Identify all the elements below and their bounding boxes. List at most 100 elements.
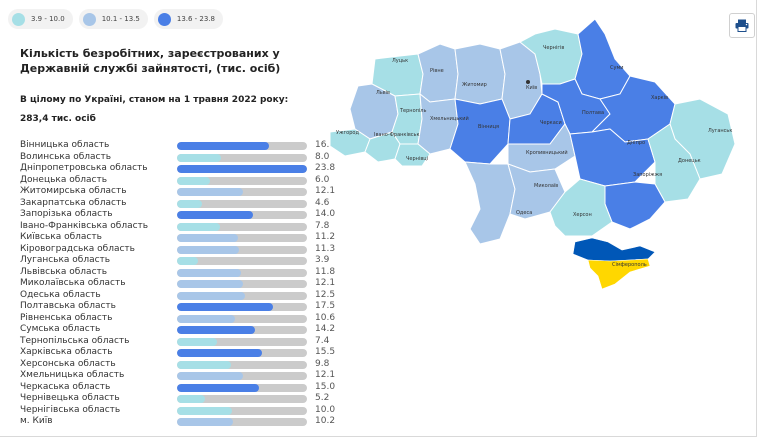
total-value: 283,4 тис. осіб	[20, 114, 96, 124]
region-row[interactable]: Івано-Франківська область 7.8	[20, 221, 329, 233]
bar-fill	[177, 245, 239, 254]
map-label-kherson: Херсон	[573, 212, 592, 218]
region-value: 12.1	[315, 370, 336, 380]
region-label: Закарпатська область	[20, 197, 127, 208]
bar-track	[177, 268, 307, 277]
region-row[interactable]: Полтавська область 17.5	[20, 301, 335, 313]
map-label-odesa: Одеса	[516, 210, 532, 216]
region-row[interactable]: Закарпатська область 4.6	[20, 197, 329, 210]
region-value: 15.5	[315, 347, 336, 357]
bar-track	[177, 142, 307, 150]
region-row[interactable]: Львівська область 11.8	[20, 266, 335, 279]
region-value: 11.3	[315, 243, 336, 254]
bar-fill	[177, 142, 270, 150]
bar-track	[177, 406, 307, 415]
ukraine-map: Луцьк Рівне Житомир Київ Чернігів Суми Л…	[330, 18, 736, 289]
bar-fill	[177, 291, 246, 300]
region-value: 14.2	[315, 324, 336, 334]
bar-fill	[177, 395, 206, 403]
region-row[interactable]: Херсонська область 9.8	[20, 359, 329, 371]
region-zaporizhzhia[interactable]	[604, 181, 666, 230]
region-sumy[interactable]	[574, 18, 631, 100]
region-label: Львівська область	[20, 266, 108, 277]
region-row[interactable]: м. Київ 10.2	[20, 416, 335, 428]
legend-label: 10.1 - 13.5	[101, 15, 140, 23]
region-value: 8.0	[315, 151, 330, 162]
region-label: Миколаївська область	[20, 278, 126, 288]
region-label: Чернівецька область	[20, 393, 120, 403]
region-label: Дніпропетровська область	[20, 163, 148, 173]
region-value: 12.1	[315, 278, 336, 288]
bar-fill	[177, 349, 262, 357]
region-row[interactable]: Вінницька область 16.9	[20, 140, 335, 152]
print-button[interactable]	[729, 13, 755, 38]
bar-track	[177, 395, 307, 403]
legend-item-high: 13.6 - 23.8	[153, 9, 224, 29]
region-crimea-top[interactable]	[572, 237, 656, 262]
region-odesa[interactable]	[464, 161, 516, 245]
region-row[interactable]: Рівненська область 10.6	[20, 312, 335, 325]
region-row[interactable]: Житомирська область 12.1	[20, 186, 335, 198]
region-value: 10.2	[315, 416, 336, 426]
page-subtitle: В цілому по Україні, станом на 1 травня …	[20, 95, 289, 105]
legend-item-mid: 10.1 - 13.5	[78, 9, 148, 29]
bar-track	[177, 211, 307, 219]
region-label: Кіровоградська область	[20, 243, 135, 254]
region-label: Хмельницька область	[20, 370, 125, 380]
map-label-vinnytsia: Вінниця	[478, 124, 499, 130]
bar-fill	[177, 372, 244, 380]
region-row[interactable]: Черкаська область 15.0	[20, 382, 335, 394]
map-label-simferopol: Сімферополь	[612, 262, 647, 268]
region-row[interactable]: Кіровоградська область 11.3	[20, 243, 335, 256]
region-row[interactable]: Донецька область 6.0	[20, 175, 329, 187]
region-value: 6.0	[315, 174, 330, 185]
region-row[interactable]: Харківська область 15.5	[20, 347, 335, 359]
legend-swatch-high	[157, 12, 171, 26]
map-label-kyiv: Київ	[526, 85, 537, 91]
map-label-donetsk: Донецьк	[678, 158, 701, 164]
region-donetsk[interactable]	[647, 123, 701, 203]
region-row[interactable]: Одеська область 12.5	[20, 290, 335, 302]
region-value: 11.8	[315, 266, 336, 277]
bar-track	[177, 176, 307, 185]
bar-fill	[177, 234, 239, 242]
region-label: Сумська область	[20, 324, 101, 334]
bar-fill	[177, 406, 232, 415]
region-label: Рівненська область	[20, 312, 113, 323]
bar-track	[177, 349, 307, 357]
region-zhytomyr[interactable]	[454, 43, 506, 105]
region-row[interactable]: Волинська область 8.0	[20, 152, 329, 164]
map-label-rivne: Рівне	[430, 68, 444, 74]
region-row[interactable]: Тернопільська область 7.4	[20, 336, 329, 348]
region-crimea-bottom[interactable]	[587, 258, 651, 289]
bar-fill	[177, 314, 235, 323]
map-label-dnipro: Дніпро	[627, 140, 645, 146]
region-row[interactable]: Миколаївська область 12.1	[20, 278, 335, 290]
region-vinnytsia[interactable]	[449, 98, 511, 165]
region-row[interactable]: Дніпропетровська область 23.8	[20, 163, 335, 175]
region-row[interactable]: Сумська область 14.2	[20, 324, 335, 336]
bar-track	[177, 418, 307, 426]
map-label-sumy: Суми	[610, 65, 623, 71]
bar-fill	[177, 199, 203, 208]
region-row[interactable]: Запорізька область 14.0	[20, 209, 335, 221]
bar-fill	[177, 360, 231, 369]
region-row[interactable]: Луганська область 3.9	[20, 255, 329, 267]
region-row[interactable]: Київська область 11.2	[20, 232, 335, 244]
map-label-ivano: Івано-Франківськ	[374, 132, 420, 138]
region-kherson[interactable]	[549, 178, 613, 237]
region-row[interactable]: Хмельницька область 12.1	[20, 370, 335, 382]
region-row[interactable]: Чернігівська область 10.0	[20, 405, 335, 417]
region-label: Київська область	[20, 232, 102, 242]
bar-track	[177, 372, 307, 380]
region-value: 12.1	[315, 186, 336, 196]
region-value: 16.9	[315, 140, 336, 150]
map-label-cherkasy: Черкаси	[540, 120, 562, 126]
region-row[interactable]: Чернівецька область 5.2	[20, 393, 329, 405]
printer-icon	[735, 19, 749, 32]
legend-label: 3.9 - 10.0	[31, 15, 65, 23]
map-label-luhansk: Луганськ	[708, 128, 732, 134]
region-value: 14.0	[315, 209, 336, 219]
region-chernivtsi[interactable]	[394, 143, 431, 167]
bar-fill	[177, 165, 307, 173]
